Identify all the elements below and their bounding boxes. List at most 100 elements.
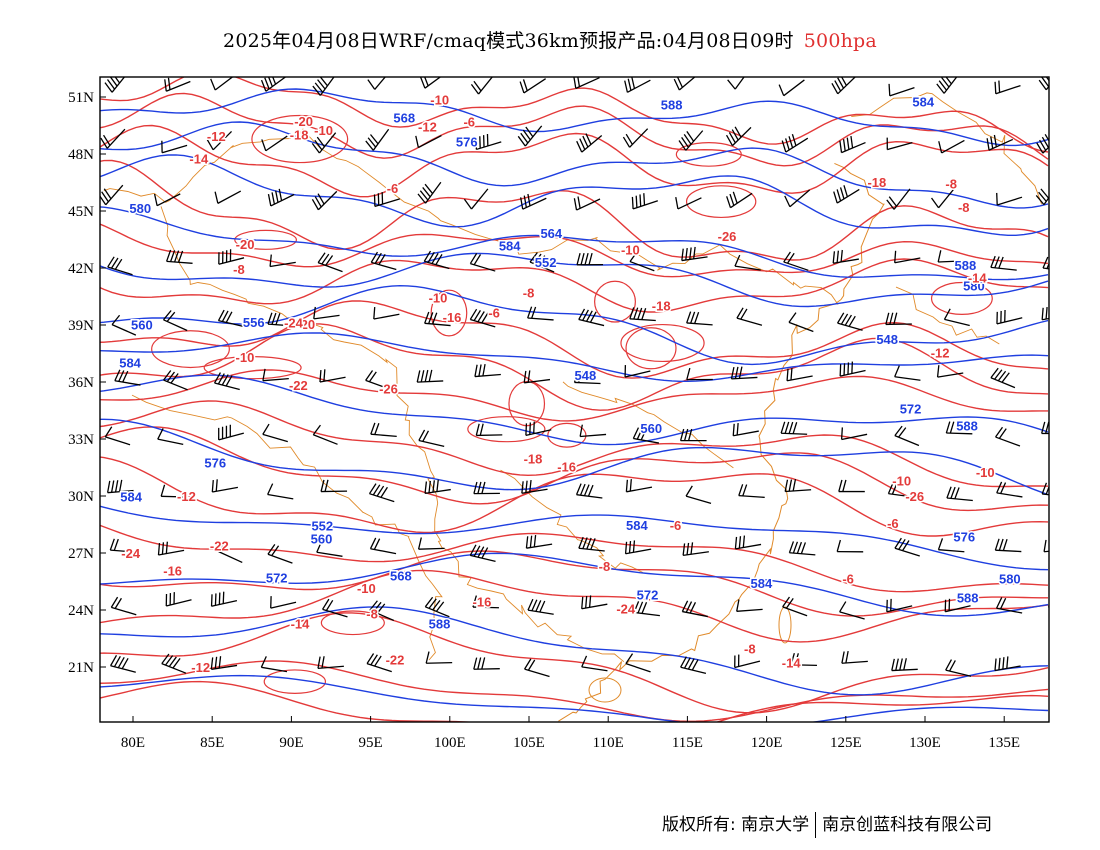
wind-barb bbox=[107, 256, 133, 276]
height-contour-label: 588 bbox=[956, 418, 978, 433]
height-contour-label: 588 bbox=[955, 258, 977, 273]
temperature-contour-label: -16 bbox=[163, 563, 182, 578]
latitude-axis: 51N 48N 45N 42N 39N 36N 33N 30N 27N 24N 21N bbox=[68, 90, 106, 676]
wind-barb bbox=[114, 369, 141, 386]
wind-barb bbox=[833, 185, 860, 204]
height-contour-label: 588 bbox=[661, 98, 683, 113]
wind-barb bbox=[994, 80, 1021, 95]
lat-tick-label: 21N bbox=[68, 660, 94, 676]
temperature-contour-label: -12 bbox=[177, 489, 196, 504]
wind-barb bbox=[990, 255, 1017, 271]
wind-barb bbox=[1051, 372, 1075, 391]
contour-labels: 584 568 548 548 552 552 556 572 576 560 560 564 568 5… bbox=[118, 91, 1022, 677]
temperature-contour-label: -8 bbox=[366, 606, 378, 621]
wind-barb bbox=[675, 197, 702, 210]
temperature-closed-contour bbox=[547, 422, 587, 448]
wind-barb bbox=[673, 77, 696, 91]
wind-barb bbox=[678, 130, 704, 151]
boundary-line bbox=[500, 469, 644, 574]
wind-barb bbox=[680, 656, 707, 674]
wind-barb bbox=[894, 250, 921, 264]
wind-barb bbox=[936, 365, 964, 378]
island-outline bbox=[778, 606, 792, 644]
temperature-closed-contour bbox=[263, 669, 327, 694]
wind-barb bbox=[725, 126, 752, 147]
wind-barb bbox=[738, 484, 765, 499]
temperature-contour-label: -24 bbox=[121, 546, 141, 561]
temperature-contour-label: -26 bbox=[379, 381, 398, 396]
wind-barb bbox=[784, 479, 812, 493]
wind-barb bbox=[888, 83, 915, 97]
wind-barb bbox=[110, 654, 136, 673]
copyright-footer: 版权所有: 南京大学 南京创蓝科技有限公司 bbox=[662, 810, 992, 838]
temperature-closed-contour bbox=[151, 330, 230, 369]
wind-barb bbox=[206, 130, 233, 151]
height-contour-label: 576 bbox=[953, 529, 975, 544]
wind-barb bbox=[886, 188, 911, 210]
title-main: 2025年04月08日WRF/cmaq模式36km预报产品:04月08日09时 bbox=[223, 30, 794, 52]
wind-barb bbox=[836, 539, 864, 553]
wind-barb bbox=[214, 190, 242, 204]
lat-tick-label: 30N bbox=[68, 489, 94, 505]
wind-barb bbox=[267, 544, 293, 564]
wind-barb bbox=[937, 250, 965, 263]
height-contour-label: 576 bbox=[456, 135, 478, 150]
height-contour-label: 580 bbox=[999, 571, 1021, 586]
wind-barb bbox=[945, 659, 972, 677]
wind-barb bbox=[686, 311, 713, 326]
temperature-contour bbox=[100, 300, 1049, 379]
island-outline bbox=[588, 677, 622, 703]
wind-barb bbox=[576, 133, 603, 153]
height-contour-label: 548 bbox=[575, 368, 597, 383]
wind-barb bbox=[367, 77, 387, 90]
height-contour-label: 584 bbox=[119, 356, 141, 371]
wind-barb bbox=[527, 598, 554, 615]
wind-barb bbox=[625, 479, 653, 493]
height-contour-label: 560 bbox=[311, 532, 333, 547]
wind-barb bbox=[730, 366, 758, 380]
wind-barb bbox=[474, 364, 501, 378]
wind-barb bbox=[423, 250, 450, 270]
height-contour bbox=[100, 606, 1049, 696]
wind-barb bbox=[736, 307, 763, 326]
height-contour-label: 584 bbox=[499, 239, 521, 254]
temperature-contour-label: -14 bbox=[291, 617, 311, 632]
temperature-contour-label: -8 bbox=[599, 559, 611, 574]
wind-barb bbox=[525, 534, 553, 549]
wind-barb bbox=[415, 135, 442, 149]
temperature-contour bbox=[100, 77, 1049, 153]
temperature-contour-label: -24 bbox=[284, 315, 304, 330]
wind-barb bbox=[312, 77, 335, 96]
wind-barb bbox=[734, 535, 762, 550]
temperature-closed-contour bbox=[675, 142, 742, 167]
wind-barb bbox=[573, 196, 601, 211]
wind-barb bbox=[786, 368, 813, 382]
wind-barb bbox=[990, 367, 1016, 389]
temperature-contour-label: -18 bbox=[867, 175, 886, 190]
wind-barb bbox=[269, 254, 296, 268]
wind-barb bbox=[624, 77, 651, 93]
height-contour-label: 572 bbox=[637, 587, 659, 602]
height-contour bbox=[100, 674, 1049, 722]
height-contour-label: 580 bbox=[963, 279, 985, 294]
temperature-contour-label: -22 bbox=[386, 652, 405, 667]
wind-barb bbox=[163, 370, 188, 391]
height-contour bbox=[100, 252, 1049, 308]
temperature-contour-label: -12 bbox=[418, 120, 437, 135]
temperature-contour bbox=[100, 550, 1048, 617]
wind-barb bbox=[369, 537, 397, 555]
temperature-contour-label: -26 bbox=[905, 489, 924, 504]
wind-barb bbox=[624, 365, 651, 378]
plot-frame bbox=[99, 76, 1050, 723]
wind-barb bbox=[365, 128, 390, 151]
wind-barb bbox=[734, 654, 761, 669]
lon-tick-label: 110E bbox=[593, 735, 624, 751]
wind-barb bbox=[313, 306, 340, 320]
wind-barb bbox=[838, 479, 865, 493]
lon-tick-label: 90E bbox=[279, 735, 303, 751]
boundary-line bbox=[103, 128, 839, 305]
wind-barb bbox=[727, 77, 745, 90]
wind-barb bbox=[161, 140, 188, 154]
wind-barb bbox=[994, 656, 1021, 672]
